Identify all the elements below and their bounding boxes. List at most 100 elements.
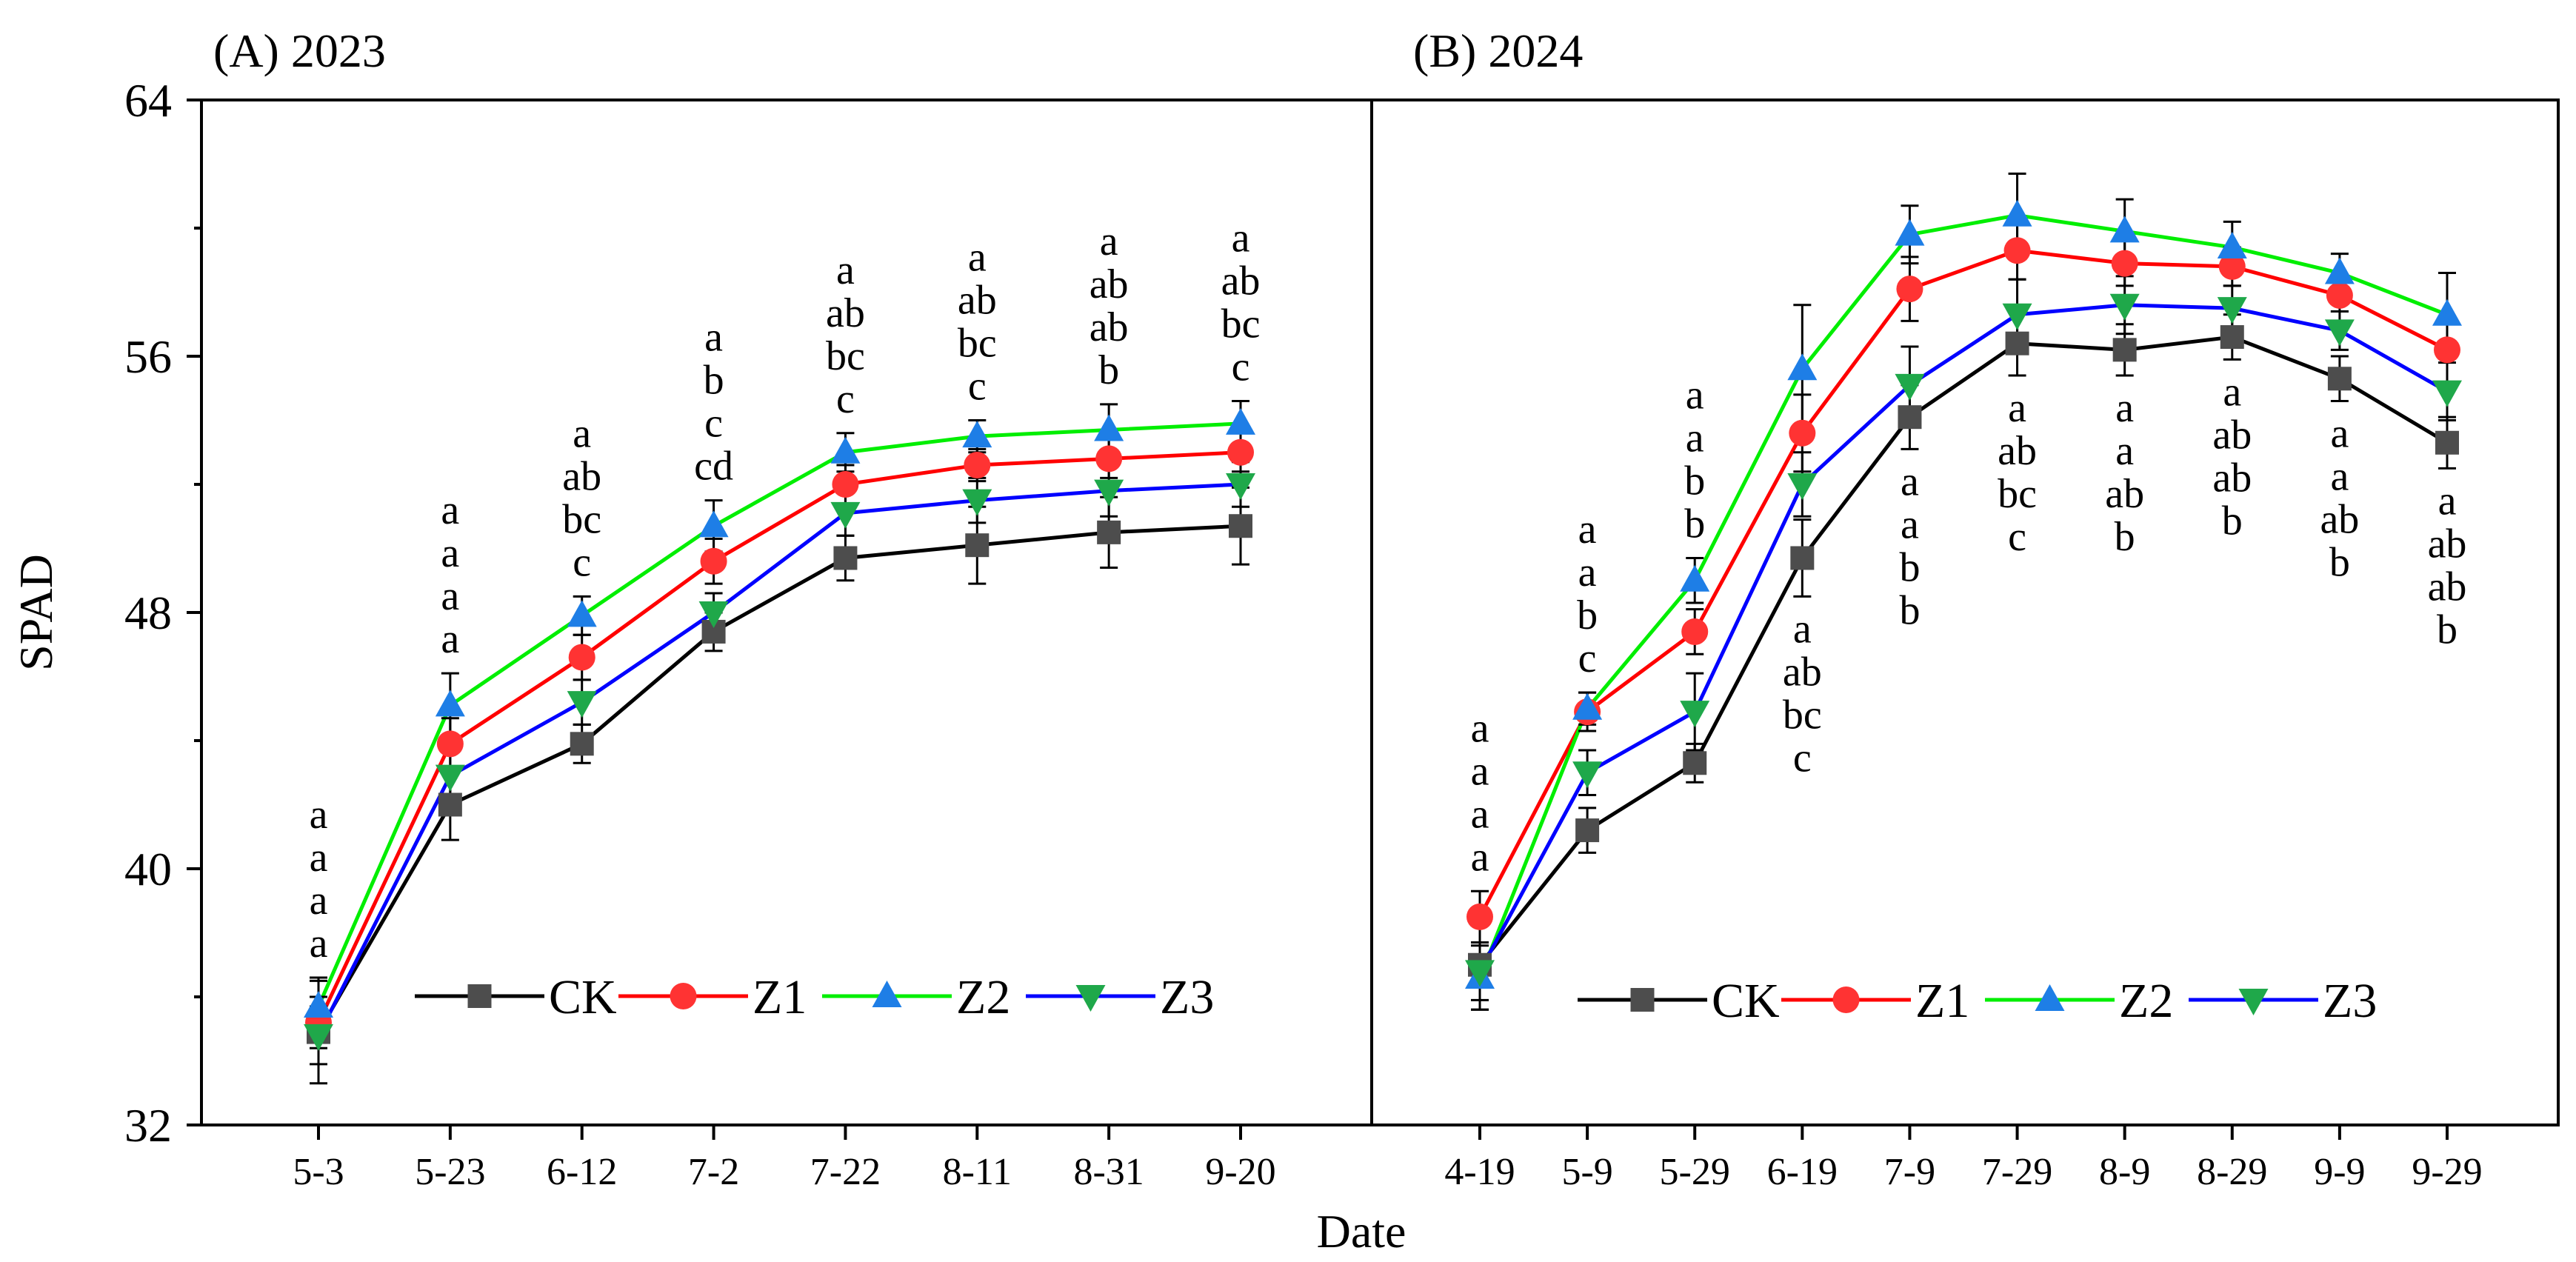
legend-label: Z2 [956,970,1010,1024]
point-z2 [1226,407,1255,435]
point-z3 [2109,293,2140,321]
significance-letter: a [1471,834,1489,880]
point-z1 [1466,903,1493,930]
point-z2 [2109,216,2140,243]
series-lines [316,213,2449,1037]
significance-letter: c [1578,635,1597,681]
significance-letter: ab [958,278,997,324]
point-ck [1898,405,1922,430]
significance-letter: c [1793,735,1812,781]
significance-letter: a [836,247,855,293]
legend-marker [872,981,902,1007]
point-z3 [2324,319,2355,347]
legend-item-ck: CK [1578,974,1780,1028]
y-axis-title: SPAD [10,554,62,671]
x-tick-label: 9-20 [1205,1151,1275,1193]
point-z1 [2003,237,2031,264]
legend-label: CK [1712,974,1780,1028]
point-z2 [1787,353,1818,381]
x-tick-label: 4-19 [1444,1151,1515,1193]
point-ck [1790,546,1815,570]
point-z3 [1680,701,1710,728]
point-z2 [2432,298,2462,326]
significance-letter: ab [2105,471,2144,517]
point-ck [2112,338,2137,362]
y-tick-label: 32 [124,1099,172,1152]
legend-label: Z1 [753,970,807,1024]
series-line-z2 [316,421,1241,1007]
significance-letter: a [2223,369,2241,415]
x-tick-label: 5-3 [293,1151,344,1193]
point-z3 [304,1024,333,1051]
point-z1 [1095,445,1123,473]
significance-letter: a [1686,415,1704,461]
significance-letter: ab [2428,521,2467,567]
significance-letter: ab [2320,497,2359,543]
point-ck [2220,325,2244,350]
significance-letter: ab [1090,304,1129,350]
significance-letter: a [1471,748,1489,794]
significance-letter: bc [1998,471,2037,517]
significance-letter: a [1232,216,1250,261]
legend-marker [1832,986,1860,1013]
significance-letter: a [1471,705,1489,751]
series-line-z1 [1478,248,2449,918]
x-tick-label: 8-29 [2197,1151,2267,1193]
point-z2 [1094,414,1124,441]
significance-letter: ab [1090,261,1129,307]
significance-letter: a [1686,372,1704,418]
point-ck [965,533,990,558]
point-z2 [304,990,333,1018]
point-z2 [2324,257,2355,284]
point-z2 [435,690,465,717]
series-line-z2 [1478,213,2448,978]
y-tick-label: 40 [124,843,172,895]
point-z1 [1227,438,1254,466]
point-z1 [1896,276,1923,303]
x-tick-label: 7-29 [1982,1151,2052,1193]
point-z2 [962,421,992,448]
point-ck [2327,367,2352,391]
data-markers [304,199,2462,1051]
x-tick-label: 9-9 [2314,1151,2365,1193]
legend-item-z2: Z2 [1985,974,2173,1028]
point-z1 [568,644,595,671]
significance-letter: a [1578,550,1597,595]
point-z1 [832,471,859,498]
series-line-ck [1478,335,2449,966]
significance-letter: b [2329,540,2350,586]
significance-letter: c [573,539,591,585]
point-ck [438,792,462,817]
significance-letter: a [2330,411,2349,457]
point-ck [1229,514,1252,538]
significance-letter: ab [1998,428,2037,474]
point-z3 [1572,761,1603,789]
x-tick-label: 8-9 [2099,1151,2150,1193]
significance-letter: a [968,235,987,281]
legend-label: Z3 [2323,974,2377,1028]
legend-label: Z3 [1160,970,1214,1024]
legend-label: CK [549,970,617,1024]
point-z1 [2434,336,2460,364]
point-z1 [2111,250,2138,277]
significance-letter: a [1471,791,1489,837]
point-z1 [1789,419,1816,447]
significance-letter: a [2330,454,2349,500]
series-line-ck [316,524,1241,1033]
point-z2 [698,510,729,538]
legend-marker [467,984,492,1008]
significance-letter: a [1901,501,1919,547]
x-tick-label: 8-31 [1073,1151,1144,1193]
point-z2 [567,600,597,627]
significance-letter: b [2437,607,2457,652]
significance-letter: a [2115,385,2134,431]
x-tick-label: 5-29 [1660,1151,1730,1193]
legend-marker [2238,989,2269,1015]
y-tick-label: 56 [124,330,172,383]
point-z3 [435,764,465,792]
significance-letter: a [310,878,328,924]
x-tick-label: 9-29 [2412,1151,2482,1193]
x-tick-label: 7-22 [810,1151,881,1193]
